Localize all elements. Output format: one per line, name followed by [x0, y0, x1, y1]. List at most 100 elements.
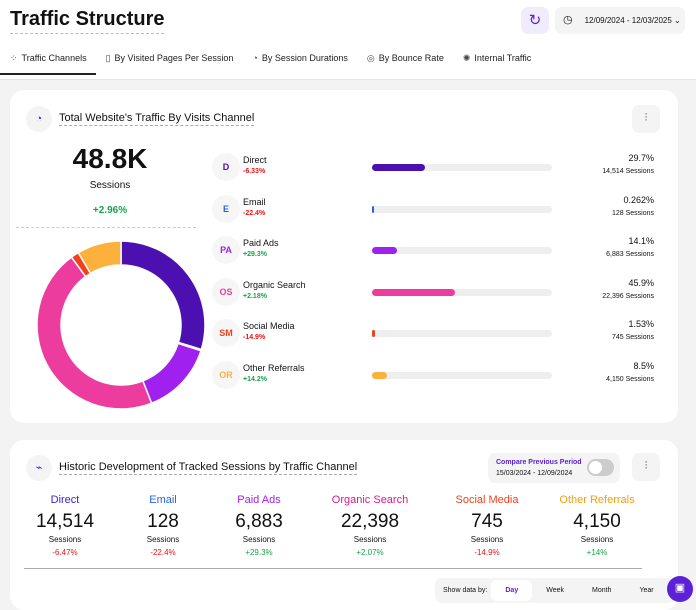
channel-row: OR Other Referrals +14.2% 8.5% 4,150 Ses… [212, 361, 662, 397]
page-title: Traffic Structure [10, 8, 165, 34]
chat-button[interactable]: ▣ [667, 576, 693, 602]
channel-percent: 8.5% [633, 361, 654, 371]
channel-row: OS Organic Search +2.18% 45.9% 22,396 Se… [212, 277, 662, 314]
total-sessions: 48.8K [72, 143, 148, 174]
stat-label: Sessions [470, 535, 504, 544]
channel-progress-fill [372, 247, 398, 255]
nodes-icon: ⁘ [10, 53, 18, 63]
show-by-label: Show data by: [443, 587, 488, 594]
channel-progress-fill [372, 205, 374, 213]
stat-label: Sessions [146, 535, 180, 544]
channel-progress [372, 330, 552, 338]
channel-name: Social Media [243, 321, 295, 332]
card-title: Historic Development of Tracked Sessions… [59, 461, 358, 475]
period-week[interactable]: Week [546, 587, 564, 594]
channel-percent: 14.1% [628, 236, 654, 247]
channel-avatar: OS [212, 277, 240, 306]
channel-stat: Organic Search 22,398 Sessions +2.07% [315, 494, 425, 557]
tab-session-durations[interactable]: ◔ By Session Durations [252, 53, 348, 63]
stat-value: 745 [471, 511, 503, 532]
header: Traffic Structure ↻ ◷ 12/09/2024 - 12/03/… [0, 0, 696, 80]
stat-change: +29.3% [245, 548, 273, 557]
show-data-by: Show data by: Day Week Month Year [435, 578, 675, 603]
total-label: Sessions [89, 180, 131, 191]
channel-progress [372, 247, 552, 255]
channel-progress [372, 372, 552, 379]
channel-progress [372, 205, 552, 213]
refresh-button[interactable]: ↻ [521, 7, 549, 34]
channel-progress [372, 164, 552, 171]
date-range: 12/09/2024 - 12/03/2025 [584, 16, 672, 25]
channel-sessions: 6,883 Sessions [606, 251, 654, 259]
channel-sessions: 22,396 Sessions [602, 292, 654, 300]
tab-internal-traffic[interactable]: ✺ Internal Traffic [462, 53, 532, 63]
channel-stat: Paid Ads 6,883 Sessions +29.3% [204, 494, 314, 557]
donut-chart [36, 240, 206, 410]
period-month[interactable]: Month [592, 587, 612, 594]
tab-visited-pages[interactable]: ▯ By Visited Pages Per Session [105, 53, 234, 63]
compare-toggle[interactable] [587, 459, 614, 476]
channel-stat: Social Media 745 Sessions -14.9% [432, 494, 542, 557]
donut-slice-organic-search[interactable] [36, 256, 153, 410]
tab-traffic-channels[interactable]: ⁘ Traffic Channels [0, 48, 96, 75]
channel-avatar: SM [212, 319, 240, 348]
timer-icon: ◔ [252, 53, 258, 63]
channel-sessions: 128 Sessions [611, 209, 654, 217]
channel-progress-fill [372, 164, 426, 171]
channel-change: -14.9% [243, 334, 266, 342]
chart-icon: ◔ [26, 106, 52, 132]
channel-name: Email [243, 196, 266, 207]
filter-button[interactable]: ⫶ [632, 453, 660, 481]
donut-slice-other-referrals[interactable] [77, 240, 122, 275]
channel-change: +29.3% [243, 251, 267, 259]
channel-name: Direct [243, 155, 267, 165]
card-title: Total Website's Traffic By Visits Channe… [59, 112, 255, 126]
stat-value: 14,514 [35, 511, 95, 532]
stat-label: Sessions [353, 535, 387, 544]
tab-bounce-rate[interactable]: ◎ By Bounce Rate [366, 53, 444, 63]
tab-bar: ⁘ Traffic Channels ▯ By Visited Pages Per … [0, 48, 540, 75]
trend-icon[interactable]: ⌁ [26, 455, 52, 481]
filter-button[interactable]: ⫶ [632, 105, 660, 133]
channel-progress-fill [372, 288, 455, 296]
stat-label: Sessions [580, 535, 614, 544]
stat-name: Social Media [455, 494, 519, 506]
clock-icon: ◷ [563, 14, 573, 26]
period-year[interactable]: Year [639, 587, 654, 594]
stat-name: Paid Ads [237, 494, 281, 506]
spinner-icon: ✺ [462, 53, 471, 63]
period-day[interactable]: Day [491, 580, 533, 601]
channel-row: D Direct -6.33% 29.7% 14,514 Sessions [212, 153, 662, 189]
channel-name: Other Referrals [243, 363, 305, 373]
stat-change: -14.9% [474, 548, 500, 557]
channel-sessions: 745 Sessions [611, 334, 654, 342]
channel-name: Paid Ads [243, 238, 279, 249]
channel-percent: 1.53% [628, 319, 654, 330]
stat-name: Other Referrals [559, 494, 635, 506]
donut-slice-direct[interactable] [120, 240, 206, 351]
channel-row: E Email -22.4% 0.262% 128 Sessions [212, 194, 662, 231]
channel-change: +2.18% [243, 292, 267, 300]
donut-slice-paid-ads[interactable] [141, 342, 202, 405]
channel-sessions: 4,150 Sessions [606, 376, 654, 383]
visits-channel-card: ◔ Total Website's Traffic By Visits Chan… [10, 90, 678, 423]
channel-percent: 29.7% [628, 153, 654, 163]
compare-period: Compare Previous Period 15/03/2024 - 12/… [488, 453, 620, 483]
stat-change: +2.07% [356, 548, 384, 557]
stat-change: +14% [586, 548, 608, 557]
compare-range: 15/03/2024 - 12/09/2024 [496, 470, 573, 477]
channel-percent: 45.9% [628, 277, 654, 288]
stat-label: Sessions [242, 535, 276, 544]
stat-value: 128 [147, 511, 179, 532]
chat-icon: ▣ [674, 582, 686, 594]
channel-change: +14.2% [243, 376, 267, 383]
stat-value: 4,150 [573, 511, 621, 532]
stat-name: Direct [50, 494, 80, 506]
date-range-picker[interactable]: ◷ 12/09/2024 - 12/03/2025 ⌄ [555, 7, 685, 34]
channel-stat: Email 128 Sessions -22.4% [108, 494, 218, 557]
channel-progress [372, 288, 552, 296]
channel-progress-fill [372, 372, 388, 379]
channel-avatar: D [212, 153, 240, 181]
stat-change: -22.4% [150, 548, 176, 557]
channel-percent: 0.262% [623, 194, 654, 205]
